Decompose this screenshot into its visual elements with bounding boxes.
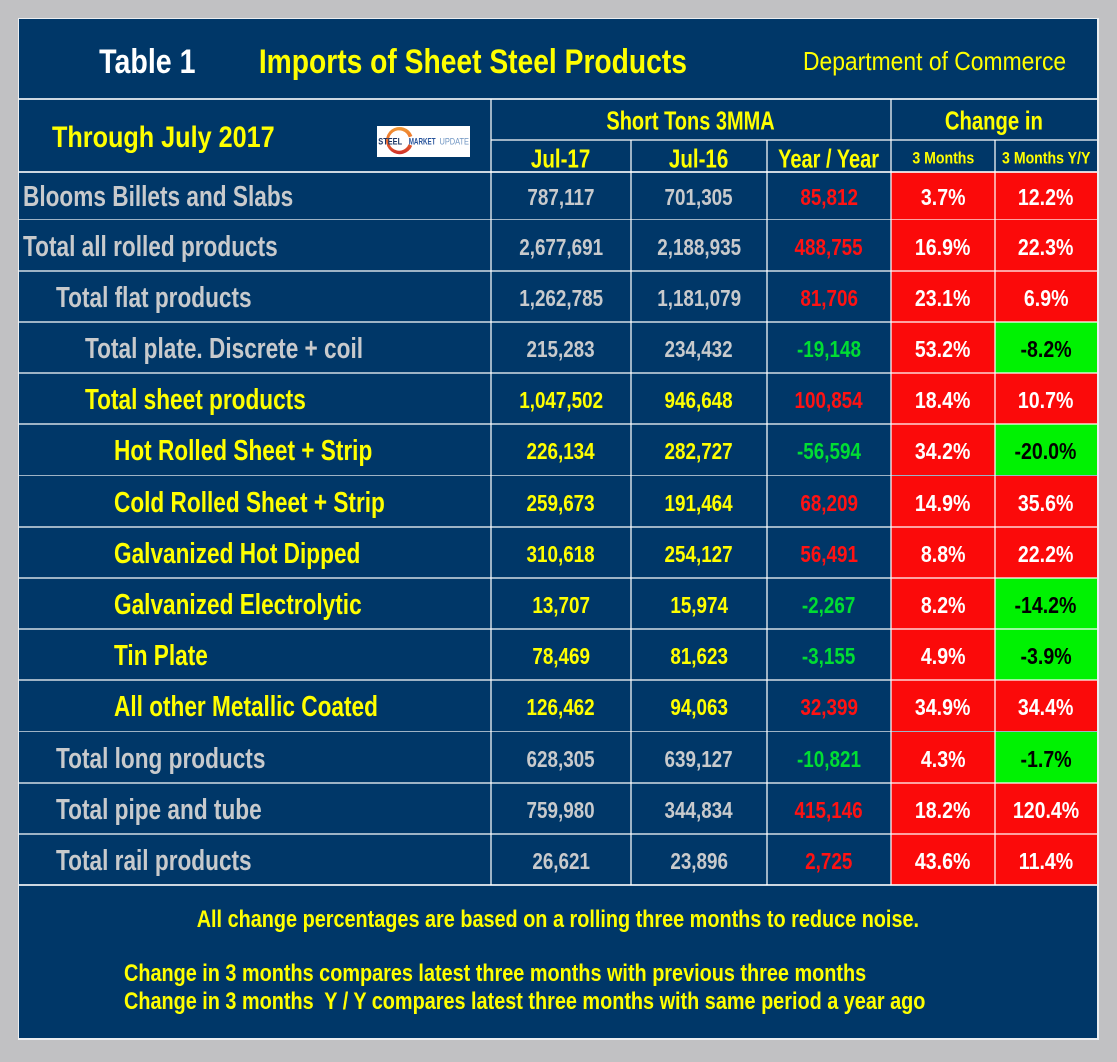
svg-text:UPDATE: UPDATE (440, 136, 470, 146)
svg-text:MARKET: MARKET (409, 136, 436, 146)
svg-text:STEEL: STEEL (378, 136, 402, 146)
